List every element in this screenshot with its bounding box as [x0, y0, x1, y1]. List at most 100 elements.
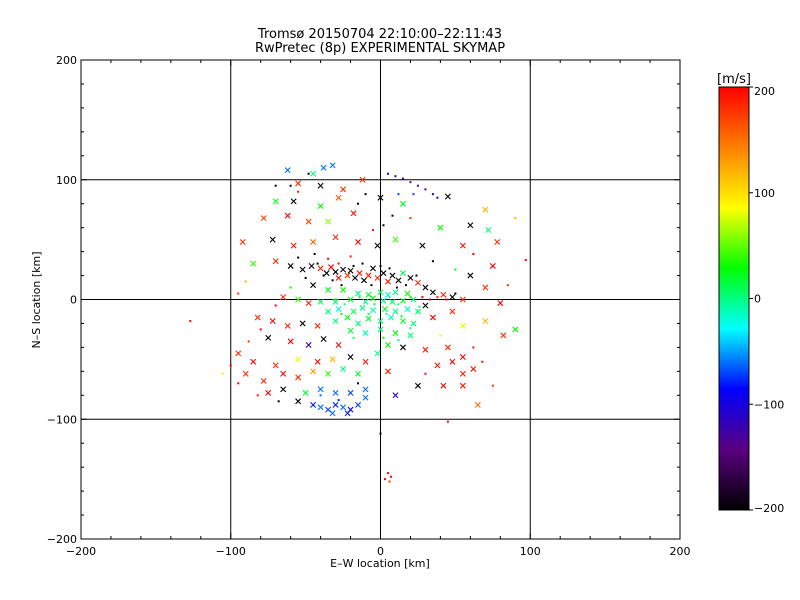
data-point-cross — [254, 314, 261, 321]
data-point-cross — [429, 314, 436, 321]
plot-grid — [81, 60, 680, 539]
data-point-dot — [439, 334, 442, 337]
data-point-cross — [239, 239, 246, 246]
data-point-cross — [332, 234, 339, 241]
data-point-cross — [434, 362, 441, 369]
data-point-cross — [370, 295, 377, 302]
data-point-dot — [397, 303, 400, 306]
data-point-dot — [514, 217, 517, 220]
data-point-dot — [424, 372, 427, 375]
data-point-cross — [332, 401, 339, 408]
data-point-cross — [399, 318, 406, 325]
y-tick-label: −200 — [47, 533, 77, 546]
colorbar-ticks: 200 100 0 −100 −200 — [749, 85, 784, 515]
data-point-cross — [444, 344, 451, 351]
data-point-dot — [357, 202, 360, 205]
data-point-cross — [359, 304, 366, 311]
data-point-dot — [358, 296, 361, 299]
data-point-dot — [383, 478, 386, 481]
data-point-cross — [414, 279, 421, 286]
data-point-cross — [377, 289, 384, 296]
data-point-dot — [428, 298, 431, 301]
data-point-dot — [388, 296, 391, 299]
data-point-cross — [355, 401, 362, 408]
data-point-cross — [344, 410, 351, 417]
data-point-cross — [467, 272, 474, 279]
data-point-cross — [365, 272, 372, 279]
data-point-cross — [328, 264, 335, 271]
data-point-dot — [189, 320, 192, 323]
data-point-dot — [274, 304, 277, 307]
data-point-cross — [280, 370, 287, 377]
data-point-cross — [350, 308, 357, 315]
data-point-cross — [329, 410, 336, 417]
data-point-dot — [334, 298, 337, 301]
data-point-cross — [370, 307, 377, 314]
data-point-cross — [347, 296, 354, 303]
data-point-dot — [404, 284, 407, 287]
data-point-cross — [332, 298, 339, 305]
data-point-cross — [320, 164, 327, 171]
data-point-dot — [395, 286, 398, 289]
data-point-dot — [313, 252, 316, 255]
data-point-cross — [335, 194, 342, 201]
data-point-dot — [274, 184, 277, 187]
data-point-cross — [335, 306, 342, 313]
data-point-dot — [322, 274, 325, 277]
data-point-cross — [392, 392, 399, 399]
data-point-dot — [481, 360, 484, 363]
data-point-cross — [474, 401, 481, 408]
data-point-cross — [459, 353, 466, 360]
data-point-dot — [357, 382, 360, 385]
data-point-cross — [422, 346, 429, 353]
data-point-cross — [317, 386, 324, 393]
data-point-dot — [431, 260, 434, 263]
data-point-dot — [289, 286, 292, 289]
x-tick-label: −100 — [216, 545, 246, 558]
data-point-dot — [472, 252, 475, 255]
data-point-dot — [454, 292, 457, 295]
data-point-cross — [299, 266, 306, 273]
data-point-dot — [421, 296, 424, 299]
data-point-dot — [277, 400, 280, 403]
data-point-dot — [337, 262, 340, 265]
data-point-cross — [287, 262, 294, 269]
data-point-cross — [305, 342, 312, 348]
data-point-cross — [467, 222, 474, 229]
data-point-cross — [355, 320, 362, 327]
data-point-cross — [429, 289, 436, 296]
data-point-cross — [235, 350, 242, 357]
data-point-dot — [237, 382, 240, 385]
data-point-cross — [389, 298, 396, 305]
data-point-cross — [419, 242, 426, 249]
data-point-dot — [229, 364, 232, 367]
data-point-cross — [410, 320, 417, 327]
data-point-cross — [305, 218, 312, 225]
data-point-cross — [362, 394, 369, 401]
plot-points — [189, 162, 527, 483]
data-point-dot — [244, 280, 247, 283]
data-point-dot — [446, 420, 449, 423]
data-point-cross — [449, 294, 456, 301]
data-point-cross — [335, 274, 342, 281]
data-point-cross — [370, 265, 377, 272]
data-point-cross — [325, 308, 332, 315]
data-point-dot — [256, 394, 259, 397]
data-point-cross — [347, 267, 354, 274]
data-point-cross — [325, 286, 332, 293]
data-point-dot — [491, 384, 494, 387]
data-point-cross — [350, 210, 357, 217]
data-point-dot — [400, 315, 403, 318]
x-axis-label: E–W location [km] — [330, 557, 430, 570]
data-point-dot — [331, 279, 334, 282]
data-point-cross — [355, 239, 362, 246]
data-point-cross — [295, 356, 302, 363]
data-point-cross — [497, 300, 504, 307]
data-point-cross — [355, 370, 362, 377]
data-point-cross — [335, 342, 342, 348]
data-point-dot — [409, 181, 412, 184]
data-point-dot — [340, 312, 343, 315]
y-tick-label: 100 — [56, 174, 77, 187]
data-point-cross — [317, 298, 324, 305]
